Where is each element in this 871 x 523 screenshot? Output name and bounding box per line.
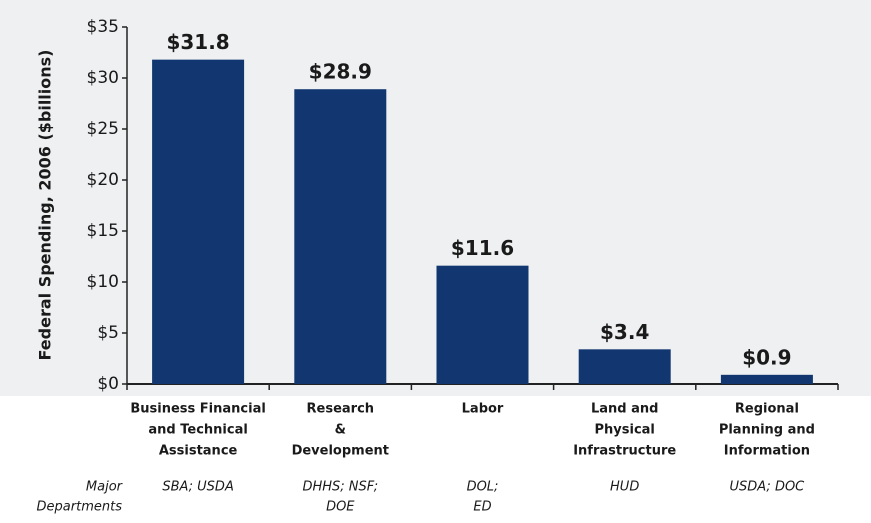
x-tick-label: Labor: [462, 402, 504, 417]
bar: [720, 374, 813, 384]
department: DOL;: [467, 480, 499, 495]
x-tick-label: Development: [292, 444, 389, 459]
bar: [152, 59, 245, 384]
y-axis-label: Federal Spending, 2006 ($billions): [36, 50, 55, 361]
department: DHHS; NSF;: [302, 480, 378, 495]
x-tick-label: Assistance: [159, 444, 238, 459]
departments-label: Departments: [37, 500, 123, 515]
bar: [294, 89, 387, 384]
x-tick-label: Planning and: [719, 423, 815, 438]
y-tick-label: $35: [87, 17, 119, 37]
x-tick-label: Land and: [591, 402, 658, 417]
x-tick-label: and Technical: [148, 423, 247, 438]
value-label: $11.6: [451, 236, 514, 260]
department: HUD: [610, 480, 639, 495]
x-tick-label: &: [335, 423, 346, 438]
y-tick-label: $20: [87, 170, 119, 190]
value-label: $28.9: [309, 60, 372, 84]
y-tick-label: $5: [97, 323, 119, 343]
value-label: $3.4: [600, 320, 649, 344]
bar: [578, 349, 671, 384]
y-tick-label: $15: [87, 221, 119, 241]
x-tick-label: Business Financial: [130, 402, 265, 417]
department: USDA; DOC: [730, 480, 806, 495]
y-tick-label: $25: [87, 119, 119, 139]
department: ED: [473, 500, 491, 515]
department: DOE: [326, 500, 355, 515]
x-tick-label: Physical: [595, 423, 655, 438]
value-label: $31.8: [166, 30, 229, 54]
x-tick-label: Regional: [735, 402, 799, 417]
x-tick-label: Information: [724, 444, 810, 459]
y-tick-label: $0: [97, 374, 119, 394]
plot-background: [0, 0, 871, 396]
value-label: $0.9: [742, 345, 791, 369]
department: SBA; USDA: [162, 480, 234, 495]
x-tick-label: Research: [307, 402, 375, 417]
departments-label: Major: [86, 480, 124, 495]
x-tick-label: Infrastructure: [573, 444, 676, 459]
y-tick-label: $10: [87, 272, 119, 292]
bar: [436, 265, 529, 384]
y-tick-label: $30: [87, 68, 119, 88]
